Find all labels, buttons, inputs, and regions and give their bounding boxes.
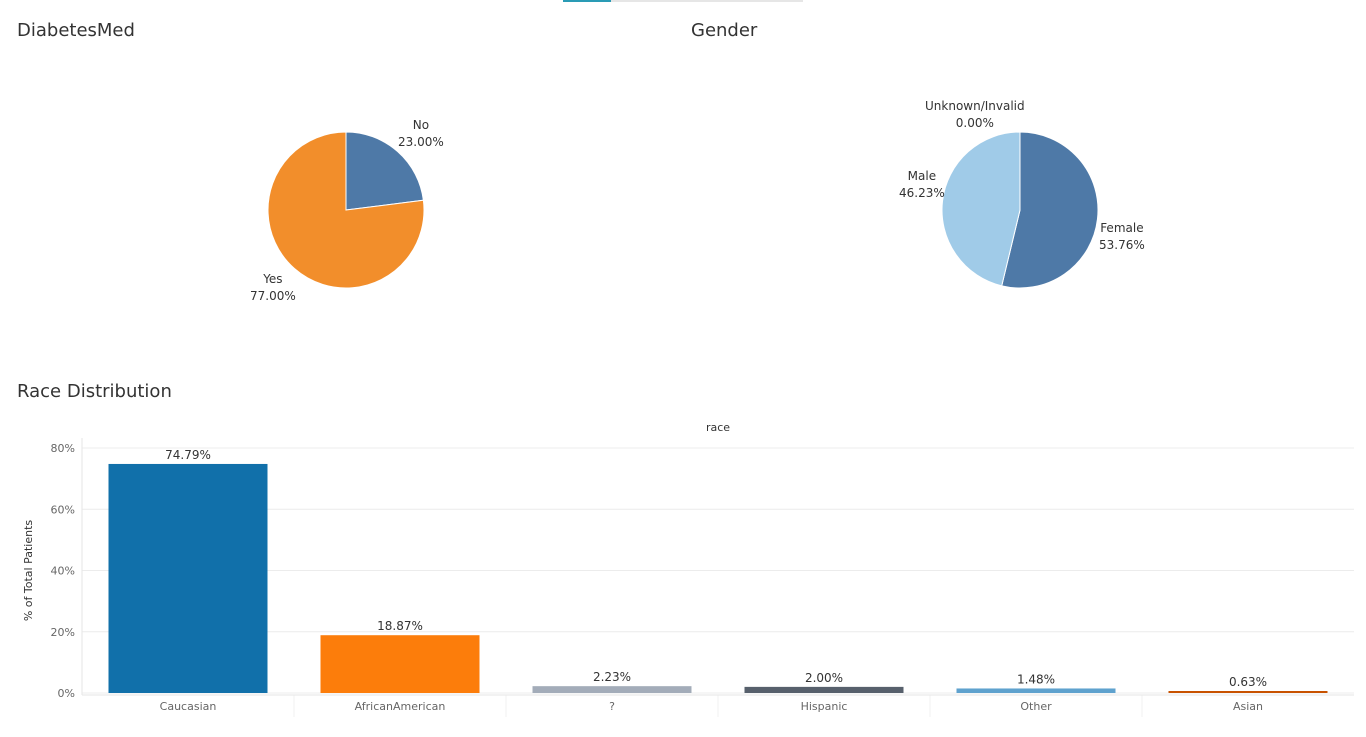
male-label-name: Male — [907, 169, 937, 183]
unknown-label-name: Unknown/Invalid — [925, 99, 1025, 113]
no-label-name: No — [412, 118, 430, 132]
x-tick-label: Other — [1020, 700, 1052, 713]
x-tick-label: ? — [609, 700, 615, 713]
bar-value-label: 2.23% — [593, 670, 631, 684]
x-tick-label: AfricanAmerican — [355, 700, 446, 713]
bar-value-label: 1.48% — [1017, 672, 1055, 686]
diabetes-pie-chart — [267, 131, 425, 289]
y-tick-label: 80% — [51, 442, 75, 455]
gender-pie-chart — [941, 131, 1099, 289]
bar-hispanic — [744, 686, 904, 693]
male-label-value: 46.23% — [899, 186, 945, 200]
tab-indicator — [563, 0, 611, 2]
yes-slice-label: Yes 77.00% — [250, 271, 296, 305]
y-tick-label: 40% — [51, 565, 75, 578]
no-label-value: 23.00% — [398, 135, 444, 149]
male-slice-label: Male 46.23% — [899, 168, 945, 202]
pie-slice-no — [345, 131, 424, 211]
bar-asian — [1168, 691, 1328, 693]
gender-title: Gender — [691, 20, 758, 41]
race-title: Race Distribution — [17, 381, 172, 402]
race-bar-chart: race 0% 20% 40% 60% 80% % of Total Patients 74.… — [22, 421, 1354, 717]
y-tick-label: 60% — [51, 503, 75, 516]
bar-other — [956, 688, 1116, 693]
x-tick-label: Hispanic — [801, 700, 848, 713]
y-axis-label: % of Total Patients — [22, 520, 35, 622]
female-slice-label: Female 53.76% — [1099, 220, 1145, 254]
bar-caucasian — [108, 463, 268, 693]
bar-value-label: 0.63% — [1229, 675, 1267, 689]
no-slice-label: No 23.00% — [398, 117, 444, 151]
bar-value-label: 74.79% — [165, 448, 211, 462]
yes-label-value: 77.00% — [250, 289, 296, 303]
unknown-slice-label: Unknown/Invalid 0.00% — [925, 98, 1025, 132]
y-tick-label: 0% — [58, 687, 75, 700]
female-label-value: 53.76% — [1099, 238, 1145, 252]
pie-slice-female — [1001, 131, 1099, 289]
y-tick-label: 20% — [51, 626, 75, 639]
x-tick-label: Asian — [1233, 700, 1263, 713]
unknown-label-value: 0.00% — [955, 116, 994, 130]
bar-value-label: 2.00% — [805, 671, 843, 685]
pie-slice-yes — [267, 131, 425, 289]
x-tick-label: Caucasian — [160, 700, 217, 713]
pie-slice-male — [941, 131, 1021, 287]
race-header: race — [706, 421, 730, 434]
bar-value-label: 18.87% — [377, 619, 423, 633]
bar-unknown — [532, 686, 692, 693]
diabetes-title: DiabetesMed — [17, 20, 135, 41]
tab-strip[interactable] — [563, 0, 803, 2]
female-label-name: Female — [1100, 221, 1144, 235]
yes-label-name: Yes — [263, 272, 283, 286]
bar-africanamerican — [320, 635, 480, 693]
